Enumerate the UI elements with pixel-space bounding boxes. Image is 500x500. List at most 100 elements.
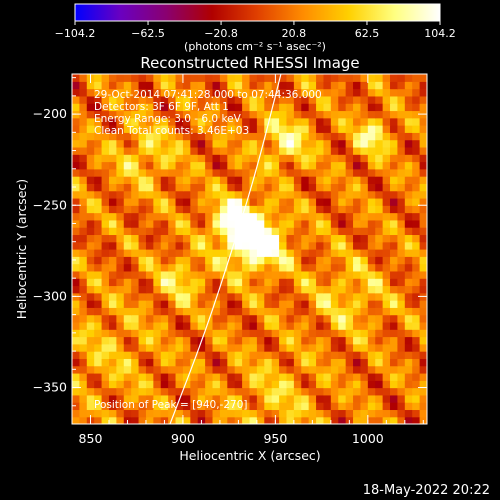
heatmap-cell	[249, 307, 258, 316]
heatmap-cell	[160, 81, 169, 90]
heatmap-cell	[197, 110, 206, 119]
heatmap-cell	[175, 125, 184, 133]
heatmap-cell	[286, 336, 295, 345]
colorbar-ticks: −104.2 −62.5 −20.8 20.8 62.5 104.2	[55, 21, 456, 40]
heatmap-cell	[279, 307, 288, 316]
heatmap-cell	[175, 409, 184, 418]
heatmap-cell	[330, 343, 339, 352]
heatmap-cell	[390, 285, 399, 294]
heatmap-cell	[345, 321, 354, 330]
heatmap-cell	[367, 197, 376, 206]
heatmap-cell	[256, 241, 265, 250]
heatmap-cell	[316, 278, 325, 287]
heatmap-cell	[108, 205, 117, 214]
heatmap-cell	[94, 394, 103, 403]
heatmap-cell	[382, 103, 391, 112]
heatmap-cell	[160, 234, 169, 243]
heatmap-cell	[123, 351, 132, 359]
heatmap-cell	[412, 146, 421, 155]
heatmap-cell	[234, 321, 243, 330]
heatmap-cell	[205, 74, 214, 82]
heatmap-cell	[382, 270, 391, 279]
heatmap-cell	[227, 278, 236, 287]
heatmap-cell	[323, 205, 332, 214]
heatmap-cell	[264, 278, 273, 287]
heatmap-cell	[138, 154, 147, 163]
heatmap-cell	[279, 300, 288, 308]
heatmap-cell	[168, 74, 177, 82]
heatmap-cell	[271, 125, 280, 133]
heatmap-cell	[249, 416, 258, 424]
heatmap-cell	[168, 263, 177, 272]
heatmap-cell	[397, 110, 406, 119]
heatmap-cell	[353, 365, 362, 374]
heatmap-cell	[338, 241, 347, 250]
heatmap-cell	[242, 416, 251, 424]
heatmap-cell	[286, 132, 295, 141]
heatmap-cell	[79, 219, 88, 228]
heatmap-cell	[279, 292, 288, 301]
heatmap-cell	[227, 387, 236, 396]
heatmap-cell	[234, 146, 243, 155]
heatmap-cell	[205, 380, 214, 389]
heatmap-cell	[234, 372, 243, 381]
heatmap-cell	[190, 292, 199, 301]
heatmap-cell	[323, 146, 332, 155]
heatmap-cell	[249, 402, 258, 411]
heatmap-cell	[101, 402, 110, 411]
heatmap-cell	[419, 249, 427, 257]
heatmap-cell	[86, 219, 95, 228]
heatmap-cell	[330, 139, 339, 148]
heatmap-cell	[271, 256, 280, 265]
heatmap-cell	[382, 132, 391, 141]
heatmap-cell	[382, 343, 391, 352]
heatmap-cell	[219, 402, 228, 411]
heatmap-cell	[168, 190, 177, 199]
heatmap-cell	[116, 241, 125, 250]
heatmap-cell	[404, 329, 413, 338]
heatmap-cell	[345, 234, 354, 243]
heatmap-cell	[212, 365, 221, 374]
heatmap-cell	[86, 394, 95, 403]
heatmap-cell	[286, 81, 295, 90]
heatmap-cell	[138, 336, 147, 345]
heatmap-cell	[153, 74, 162, 82]
heatmap-cell	[131, 132, 140, 141]
heatmap-cell	[72, 372, 80, 381]
heatmap-cell	[360, 292, 369, 301]
heatmap-cell	[205, 117, 214, 126]
heatmap-cell	[404, 409, 413, 418]
heatmap-cell	[338, 205, 347, 214]
heatmap-cell	[168, 212, 177, 221]
heatmap-cell	[382, 249, 391, 257]
heatmap-cell	[212, 249, 221, 257]
heatmap-cell	[375, 314, 384, 323]
heatmap-cell	[323, 263, 332, 272]
heatmap-cell	[116, 176, 125, 184]
heatmap-cell	[404, 285, 413, 294]
heatmap-cell	[293, 81, 302, 90]
heatmap-cell	[108, 125, 117, 133]
heatmap-cell	[153, 278, 162, 287]
heatmap-cell	[330, 117, 339, 126]
heatmap-cell	[108, 139, 117, 148]
heatmap-cell	[138, 81, 147, 90]
heatmap-cell	[175, 168, 184, 177]
heatmap-cell	[131, 351, 140, 359]
heatmap-cell	[123, 402, 132, 411]
heatmap-cell	[145, 183, 154, 192]
heatmap-cell	[123, 343, 132, 352]
heatmap-cell	[205, 278, 214, 287]
heatmap-cell	[316, 205, 325, 214]
heatmap-cell	[116, 263, 125, 272]
heatmap-cell	[219, 176, 228, 184]
heatmap-cell	[293, 227, 302, 236]
heatmap-cell	[367, 416, 376, 424]
heatmap-cell	[79, 212, 88, 221]
heatmap-cell	[345, 329, 354, 338]
heatmap-cell	[404, 336, 413, 345]
heatmap-cell	[279, 190, 288, 199]
heatmap-cell	[345, 285, 354, 294]
info-line-3: Energy Range: 3.0 - 6.0 keV	[94, 113, 242, 125]
heatmap-cell	[131, 139, 140, 148]
